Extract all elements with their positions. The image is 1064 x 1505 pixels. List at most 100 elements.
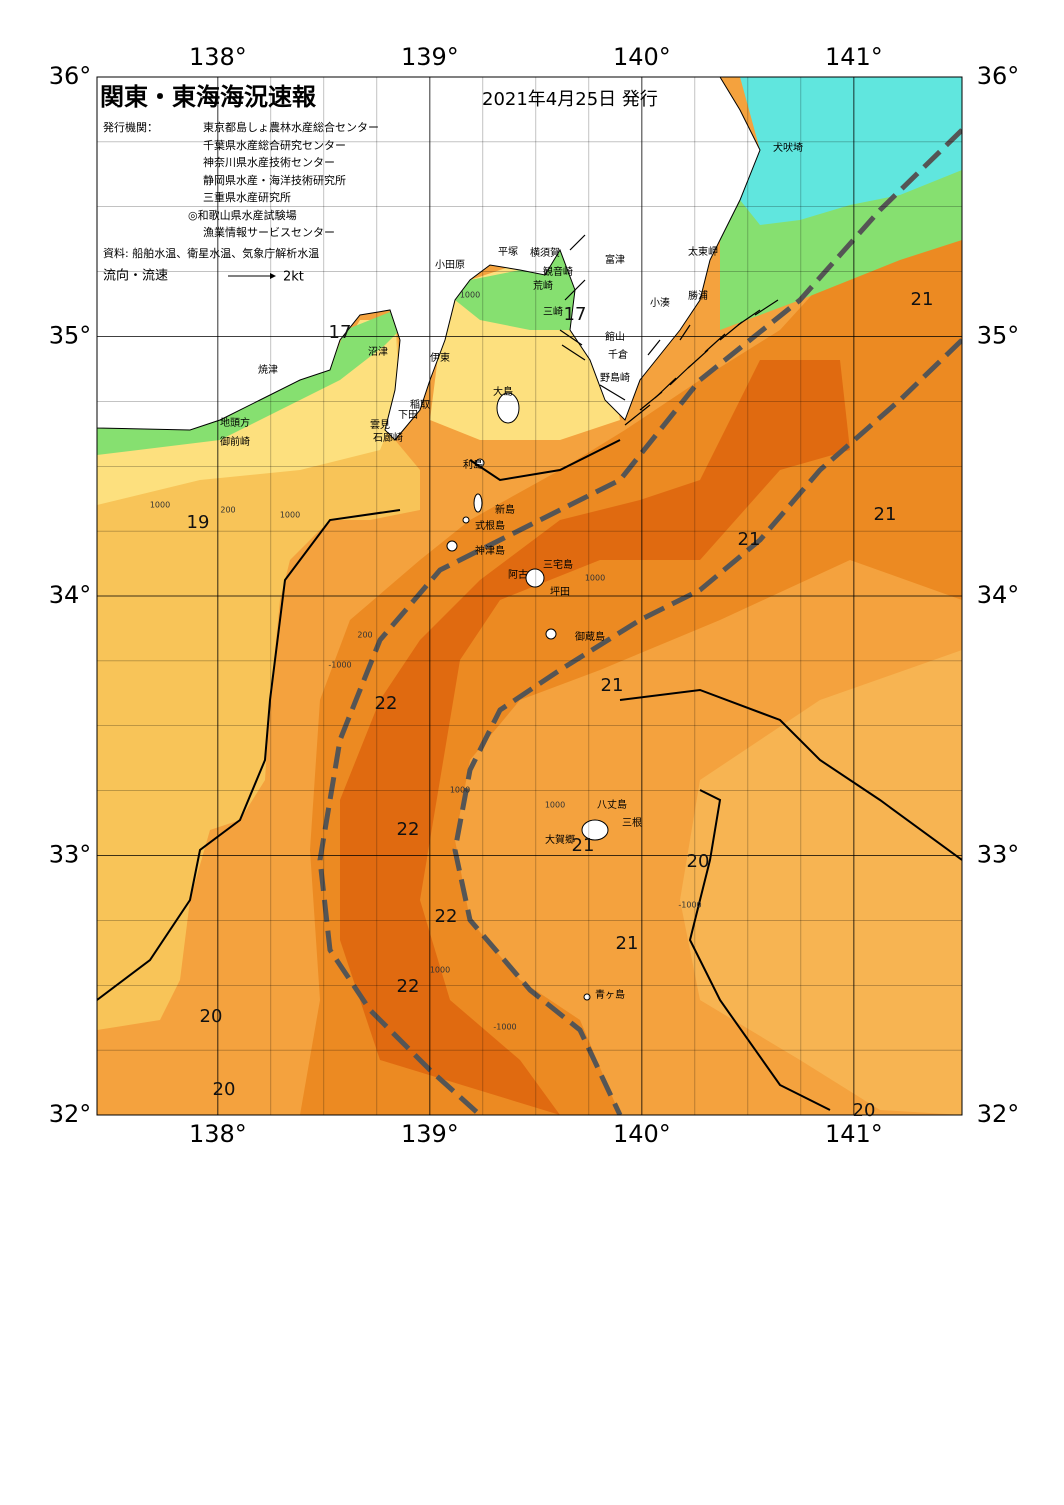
current-arrows <box>559 234 779 426</box>
island <box>545 628 557 640</box>
sources: 資料: 船舶水温、衛星水温、気象庁解析水温 <box>103 246 319 260</box>
kuroshio-edge <box>452 338 962 1115</box>
place-name: 横須賀 <box>530 246 560 259</box>
island <box>581 819 609 841</box>
isotherm-label: 21 <box>874 504 897 525</box>
x-tick-label: 140° <box>613 43 671 71</box>
x-tick-label: 140° <box>613 1120 671 1148</box>
isotherm-label: 22 <box>397 976 420 997</box>
place-name: 新島 <box>495 503 515 516</box>
isotherm <box>619 688 962 861</box>
place-name: 青ヶ島 <box>595 988 625 1001</box>
x-tick-label: 139° <box>401 43 459 71</box>
grid <box>97 77 962 1115</box>
issue-date: 2021年4月25日 発行 <box>482 89 658 110</box>
depth-label: 200 <box>220 506 235 515</box>
cool-water <box>97 320 420 1030</box>
current-arrow <box>564 279 586 301</box>
current-arrow <box>654 377 677 399</box>
place-name: 坪田 <box>550 585 570 598</box>
isotherm-label: 19 <box>187 512 210 533</box>
southeast-water <box>680 650 962 1115</box>
x-tick-label: 141° <box>825 1120 883 1148</box>
legend-label: 流向・流速 <box>103 268 168 284</box>
depth-label: 1000 <box>150 501 170 510</box>
place-name: 観音崎 <box>543 265 573 278</box>
place-name: 地頭方 <box>220 416 250 429</box>
place-name: 八丈島 <box>597 798 627 811</box>
isotherm-label: 20 <box>853 1100 876 1121</box>
depth-label: 1000 <box>585 574 605 583</box>
current-arrow <box>737 309 761 326</box>
isotherm-label: 21 <box>738 529 761 550</box>
place-name: 富津 <box>605 253 625 266</box>
place-name: 式根島 <box>475 519 505 532</box>
x-tick-label: 138° <box>189 1120 247 1148</box>
issuer: 神奈川県水産技術センター <box>203 155 335 169</box>
x-tick-label: 141° <box>825 43 883 71</box>
place-name: 平塚 <box>498 246 518 258</box>
y-tick-label: 33° <box>977 841 1020 869</box>
isotherm-label: 21 <box>911 289 934 310</box>
place-name: 小湊 <box>650 296 670 309</box>
isotherm-lines <box>97 439 962 1111</box>
isotherm <box>97 509 401 1001</box>
warm-core <box>340 360 850 1115</box>
isotherm-label: 17 <box>564 304 587 325</box>
place-name: 大島 <box>493 385 513 398</box>
place-name: 太東岬 <box>688 245 718 258</box>
island <box>473 493 483 513</box>
y-tick-label: 33° <box>49 841 92 869</box>
shelf-water <box>97 312 400 455</box>
depth-label: 1000 <box>430 966 450 975</box>
depth-label: -1000 <box>493 1023 516 1032</box>
current-arrow <box>624 404 651 426</box>
current-arrow <box>669 365 691 386</box>
isotherm <box>688 789 831 1111</box>
depth-label: 200 <box>357 631 372 640</box>
place-name: 神津島 <box>475 544 505 557</box>
current-arrow <box>647 339 661 356</box>
place-name: 三宅島 <box>543 558 573 571</box>
depth-label: 1000 <box>450 786 470 795</box>
place-name: 三崎 <box>543 305 563 318</box>
isotherm-label: 20 <box>200 1006 223 1027</box>
depth-label: 1000 <box>280 511 300 520</box>
issuer: 静岡県水産・海洋技術研究所 <box>203 173 346 187</box>
current-arrow <box>754 299 779 316</box>
place-name: 雲見 <box>370 419 390 431</box>
map-frame <box>96 76 963 1116</box>
current-arrow <box>561 344 586 361</box>
island <box>583 993 591 1001</box>
place-name: 荒崎 <box>533 279 553 292</box>
issuer: 三重県水産研究所 <box>203 190 291 204</box>
island <box>462 516 470 524</box>
y-tick-label: 35° <box>977 322 1020 350</box>
issuer: 漁業情報サービスセンター <box>203 225 335 239</box>
place-name: 焼津 <box>258 364 278 376</box>
place-name: 犬吠埼 <box>773 141 803 154</box>
current-arrow <box>704 333 726 353</box>
cold-water <box>740 77 962 225</box>
place-name: 伊東 <box>430 351 450 364</box>
sea-temperature <box>97 77 962 1115</box>
y-tick-label: 35° <box>49 322 92 350</box>
y-tick-label: 34° <box>977 581 1020 609</box>
place-name: 阿古 <box>508 568 528 581</box>
place-name: 勝浦 <box>688 289 708 302</box>
isotherm-label: 22 <box>397 819 420 840</box>
place-name: 石廊崎 <box>373 431 403 444</box>
place-name: 館山 <box>605 330 625 343</box>
kuroshio-axis <box>317 128 962 1115</box>
island <box>525 568 545 588</box>
y-tick-label: 32° <box>977 1100 1020 1128</box>
place-name: 沼津 <box>368 345 388 358</box>
island <box>446 540 458 552</box>
issuer: 千葉県水産総合研究センター <box>203 138 346 152</box>
isotherm-label: 22 <box>375 693 398 714</box>
y-tick-label: 34° <box>49 581 92 609</box>
land <box>97 77 761 441</box>
islands <box>446 392 609 1001</box>
isotherm-label: 21 <box>616 933 639 954</box>
